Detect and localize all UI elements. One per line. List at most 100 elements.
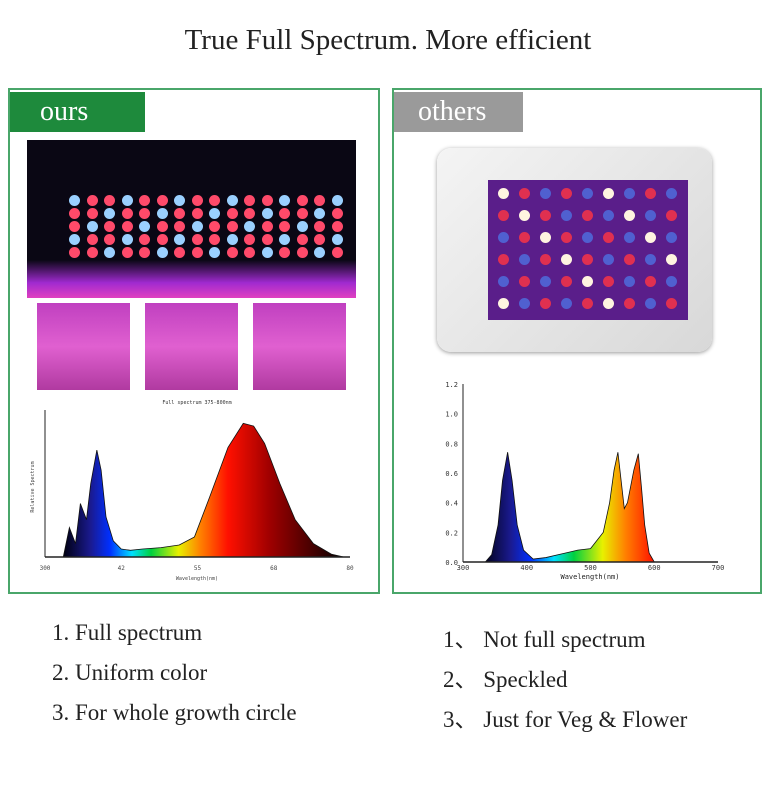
y-tick-label: 1.2 [445,381,458,389]
led [209,247,220,258]
led [121,221,133,232]
spectrum-area [463,452,680,563]
led [645,232,656,243]
led [331,195,343,206]
feature-item: 2. Uniform color [52,660,208,685]
x-tick-label: 400 [520,564,533,572]
led [582,276,593,287]
led [244,247,255,258]
y-tick-label: 0.8 [445,440,458,448]
ours-tag: ours [10,92,145,132]
led [582,298,593,309]
led [645,298,656,309]
led [519,276,530,287]
others-spectrum-chart: 300 400 500 600 700 0.0 0.2 0.4 0.6 0.8 1.0 1.2 Wave… [445,381,724,581]
led [296,221,308,232]
led [261,195,273,206]
feature-item: 1、 Not full spectrum [443,627,646,652]
led [666,188,677,199]
led [104,208,115,219]
led [314,234,325,245]
led [519,188,530,199]
led [582,210,593,221]
led [624,276,635,287]
led [226,247,238,258]
led [296,247,308,258]
led [86,234,98,245]
x-tick-label: 55 [194,565,202,572]
led [104,247,115,258]
led [296,234,308,245]
x-tick-label: 68 [270,565,278,572]
plant-photo-2 [145,303,238,390]
led [314,247,325,258]
ours-spectrum-chart: 300 42 55 68 80 Full spectrum 375-800nm Wavele… [30,400,354,582]
chart-title: Full spectrum 375-800nm [162,400,231,406]
led [191,208,203,219]
led [666,210,677,221]
y-tick-label: 0.2 [445,529,458,537]
y-tick-label: 1.0 [445,411,458,419]
plant-photo-3 [253,303,346,390]
led [86,221,98,232]
x-tick-label: 300 [457,564,470,572]
led [139,247,150,258]
spectrum-area [62,422,344,558]
led [645,254,656,265]
led [261,234,273,245]
led [540,188,551,199]
led [279,208,290,219]
led [519,210,530,221]
led [331,247,343,258]
led [209,221,220,232]
led [174,195,185,206]
led [156,247,168,258]
led [279,234,290,245]
led [191,247,203,258]
feature-item: 3. For whole growth circle [52,700,297,725]
led [561,254,572,265]
led [86,208,98,219]
led [69,208,80,219]
x-tick-label: 500 [584,564,597,572]
led [191,234,203,245]
led [156,208,168,219]
led [174,221,185,232]
led [209,234,220,245]
led [174,208,185,219]
others-panel [392,88,762,594]
y-tick-label: 0.0 [445,559,458,567]
x-tick-label: 42 [118,565,126,572]
led [603,210,614,221]
led [645,210,656,221]
led [498,188,509,199]
led [261,221,273,232]
others-tag: others [394,92,523,132]
led [244,234,255,245]
led [139,221,150,232]
led [279,247,290,258]
x-tick-label: 600 [648,564,661,572]
led [226,195,238,206]
led [540,232,551,243]
led [226,208,238,219]
ours-panel [8,88,380,594]
feature-item: 1. Full spectrum [52,620,203,645]
led [540,298,551,309]
led [540,254,551,265]
led [121,247,133,258]
led [314,195,325,206]
led [121,234,133,245]
led [519,298,530,309]
led [244,221,255,232]
led [226,221,238,232]
led [666,254,677,265]
led [582,232,593,243]
led [624,210,635,221]
led [139,195,150,206]
led [244,195,255,206]
led [121,208,133,219]
led [624,188,635,199]
led [156,221,168,232]
led [603,254,614,265]
